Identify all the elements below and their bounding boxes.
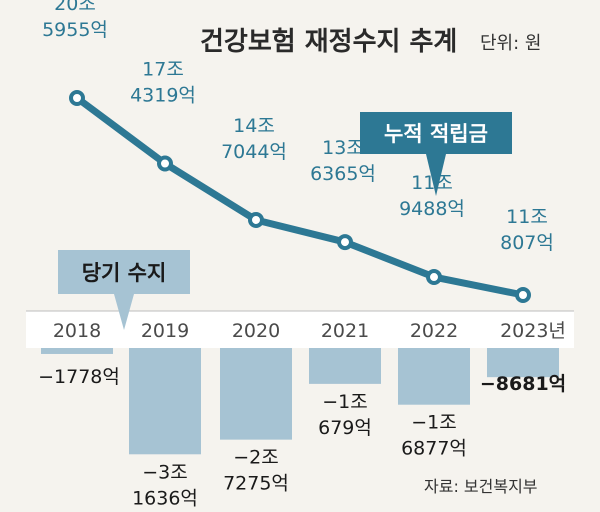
line-marker-group — [69, 90, 531, 303]
x-tick-label: 2019 — [141, 320, 189, 342]
x-tick-label: 2021 — [321, 320, 369, 342]
bar-group — [41, 348, 559, 455]
x-tick-label: 2022 — [410, 320, 458, 342]
source-label: 자료: 보건복지부 — [424, 477, 538, 496]
bar-2022 — [398, 348, 470, 405]
line-point-2020 — [248, 211, 264, 228]
bar-2019 — [129, 348, 201, 455]
x-tick-label: 2018 — [53, 320, 101, 342]
bar-value-label: 6877억 — [401, 438, 467, 460]
bar-value-label: 679억 — [318, 417, 372, 439]
bar-value-label: −8681억 — [480, 373, 566, 395]
line-value-label: 14조 — [233, 115, 275, 137]
chart-title: 건강보험 재정수지 추계 — [200, 27, 457, 57]
line-value-label: 17조 — [142, 59, 184, 81]
line-value-label: 11조 — [506, 206, 548, 228]
line-value-label: 4319억 — [130, 85, 196, 107]
legend-bar-box — [58, 250, 190, 294]
line-value-label: 9488억 — [399, 198, 465, 220]
unit-label: 단위: 원 — [480, 33, 541, 54]
line-point-2018 — [69, 90, 85, 106]
x-tick-group: 2018 2019 2020 2021 2022 2023년 — [53, 320, 566, 342]
bar-2021 — [309, 348, 381, 384]
bar-2020 — [220, 348, 292, 440]
year-band — [26, 311, 574, 348]
legend-line-callout: 누적 적립금 — [360, 112, 512, 196]
bar-value-label: −1조 — [322, 391, 368, 413]
line-value-label: 6365억 — [310, 163, 376, 185]
legend-bar-pointer — [114, 294, 134, 330]
line-value-label: 5955억 — [42, 19, 108, 41]
legend-bar-label: 당기 수지 — [82, 261, 167, 285]
line-point-2019 — [157, 155, 173, 172]
reserve-line — [73, 94, 527, 299]
bar-value-label: −1조 — [411, 412, 457, 434]
bar-2023년 — [487, 348, 559, 378]
bar-value-label: −3조 — [142, 461, 188, 483]
line-value-label: 13조 — [322, 137, 364, 159]
line-value-label: 20조 — [54, 0, 96, 15]
line-point-2022 — [426, 269, 442, 286]
legend-line-label: 누적 적립금 — [384, 122, 488, 146]
line-label-group: 20조 5955억 17조 4319억 14조 7044억 13조 6365억 11조 9488억… — [42, 0, 554, 254]
bar-label-group: −1778억 −3조 1636억 −2조 7275억 −1조 679억 −1조 6877억 −86… — [38, 366, 566, 509]
bar-value-label: −2조 — [233, 447, 279, 469]
line-value-label: 7044억 — [221, 141, 287, 163]
bar-value-label: 1636억 — [132, 487, 198, 509]
line-point-2021 — [337, 234, 353, 251]
bar-value-label: 7275억 — [223, 473, 289, 495]
x-tick-label: 2023년 — [500, 320, 566, 342]
line-value-label: 11조 — [411, 172, 453, 194]
legend-line-pointer — [426, 154, 446, 196]
line-point-2023년 — [515, 287, 531, 303]
legend-bar-callout: 당기 수지 — [58, 250, 190, 330]
bar-2018 — [41, 348, 113, 354]
legend-line-box — [360, 112, 512, 154]
x-tick-label: 2020 — [232, 320, 280, 342]
line-value-label: 807억 — [500, 232, 554, 254]
bar-value-label: −1778억 — [38, 366, 120, 388]
